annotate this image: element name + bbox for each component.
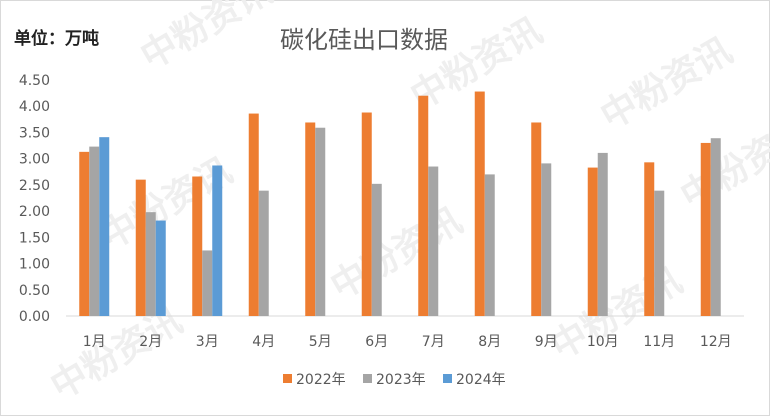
bar: [305, 122, 316, 316]
y-tick-label: 3.50: [19, 125, 50, 141]
y-tick-label: 0.00: [19, 309, 50, 325]
bar: [248, 113, 259, 316]
legend-label: 2023年: [376, 372, 426, 388]
x-tick-label: 2月: [139, 334, 162, 350]
bar: [155, 220, 166, 316]
x-tick-label: 8月: [478, 334, 501, 350]
bar: [474, 91, 485, 316]
y-tick-label: 0.50: [19, 283, 50, 299]
legend-swatch: [363, 374, 372, 383]
y-tick-label: 3.00: [19, 152, 50, 168]
y-tick-label: 2.50: [19, 178, 50, 194]
x-tick-label: 12月: [700, 334, 732, 350]
bar: [99, 137, 110, 316]
bar: [135, 179, 146, 316]
bars-layer: [79, 91, 721, 316]
watermark-text: 中粉资讯: [544, 260, 689, 368]
bar: [428, 166, 439, 316]
bar: [654, 190, 665, 316]
bar: [79, 151, 90, 316]
y-tick-label: 1.50: [19, 230, 50, 246]
bar: [315, 127, 326, 316]
bar: [597, 152, 608, 316]
legend-label: 2024年: [456, 372, 506, 388]
bar: [418, 95, 429, 316]
bar: [531, 122, 542, 316]
bar: [212, 165, 223, 316]
bar: [145, 212, 156, 316]
x-tick-label: 3月: [196, 334, 219, 350]
bar: [371, 183, 382, 316]
y-tick-label: 4.50: [19, 73, 50, 89]
y-tick-label: 1.00: [19, 257, 50, 273]
watermark-text: 中粉资讯: [674, 110, 770, 218]
bar: [484, 174, 495, 316]
bar: [89, 146, 100, 316]
y-axis-ticks: 0.00 0.50 1.00 1.50 2.00 2.50 3.00 3.50 4.00 4.50: [19, 73, 50, 325]
x-tick-label: 9月: [535, 334, 558, 350]
bar: [258, 190, 269, 316]
y-tick-label: 4.00: [19, 99, 50, 115]
bar: [710, 138, 721, 316]
x-tick-label: 6月: [365, 334, 388, 350]
y-tick-label: 2.00: [19, 204, 50, 220]
legend-label: 2022年: [296, 372, 346, 388]
bar: [700, 142, 711, 316]
bar: [644, 162, 655, 316]
x-tick-label: 11月: [643, 334, 675, 350]
x-tick-label: 7月: [422, 334, 445, 350]
bar: [361, 112, 372, 316]
bar: [541, 163, 552, 316]
watermark-text: 中粉资讯: [324, 200, 469, 308]
x-tick-label: 5月: [309, 334, 332, 350]
bar: [192, 176, 203, 316]
x-tick-label: 10月: [587, 334, 619, 350]
x-tick-label: 1月: [83, 334, 106, 350]
watermark-text: 中粉资讯: [134, 0, 279, 78]
unit-label: 单位：万吨: [14, 29, 99, 49]
legend-swatch: [443, 374, 452, 383]
legend-swatch: [283, 374, 292, 383]
x-axis-ticks: 1月 2月 3月 4月 5月 6月 7月 8月 9月 10月 11月 12月: [83, 334, 732, 350]
x-tick-label: 4月: [252, 334, 275, 350]
chart-title: 碳化硅出口数据: [280, 26, 448, 54]
bar: [587, 167, 598, 316]
bar: [202, 250, 213, 316]
watermark-text: 中粉资讯: [594, 30, 739, 138]
legend: 2022年 2023年 2024年: [283, 372, 506, 388]
